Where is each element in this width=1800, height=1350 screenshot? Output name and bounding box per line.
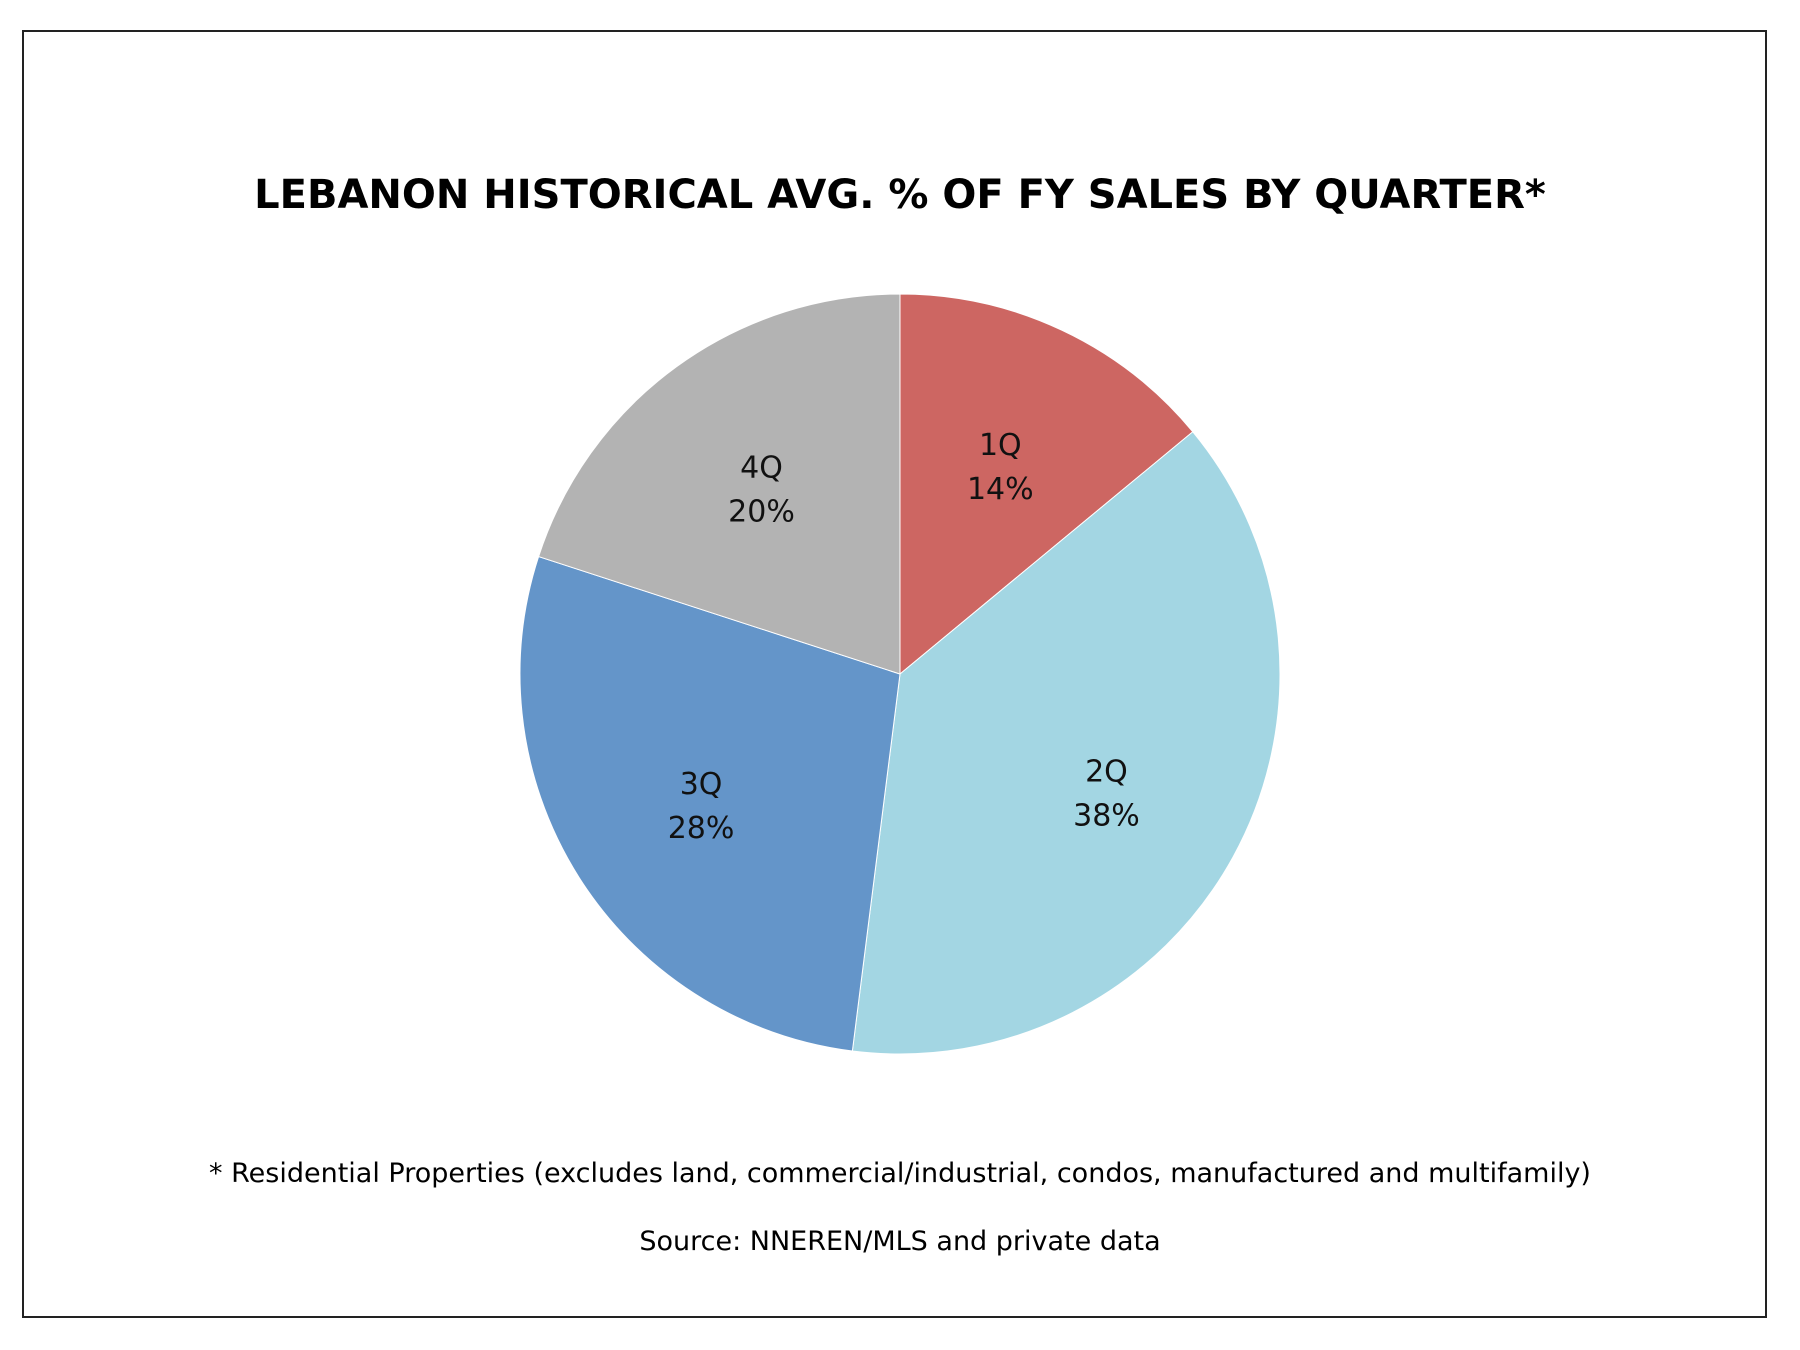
chart-source: Source: NNEREN/MLS and private data (639, 1226, 1161, 1257)
chart-footnote: * Residential Properties (excludes land,… (209, 1158, 1591, 1189)
slice-category-label: 3Q (680, 767, 723, 802)
slice-category-label: 1Q (979, 428, 1022, 463)
pie-slices (519, 293, 1281, 1055)
slice-value-label: 28% (668, 811, 735, 846)
slice-value-label: 38% (1073, 799, 1140, 834)
pie-labels: 1Q 14% 2Q 38% 3Q 28% 4Q 20% (668, 428, 1140, 846)
chart-title: LEBANON HISTORICAL AVG. % OF FY SALES BY… (254, 172, 1546, 218)
pie-slice-4q (537, 293, 901, 675)
pie-slice-2q (851, 431, 1281, 1055)
slice-value-label: 14% (967, 472, 1034, 507)
pie-slice-3q (519, 555, 901, 1052)
pie-slice-1q (899, 293, 1194, 676)
slice-value-label: 20% (728, 494, 795, 529)
slice-category-label: 2Q (1085, 755, 1128, 790)
slice-category-label: 4Q (740, 450, 783, 485)
